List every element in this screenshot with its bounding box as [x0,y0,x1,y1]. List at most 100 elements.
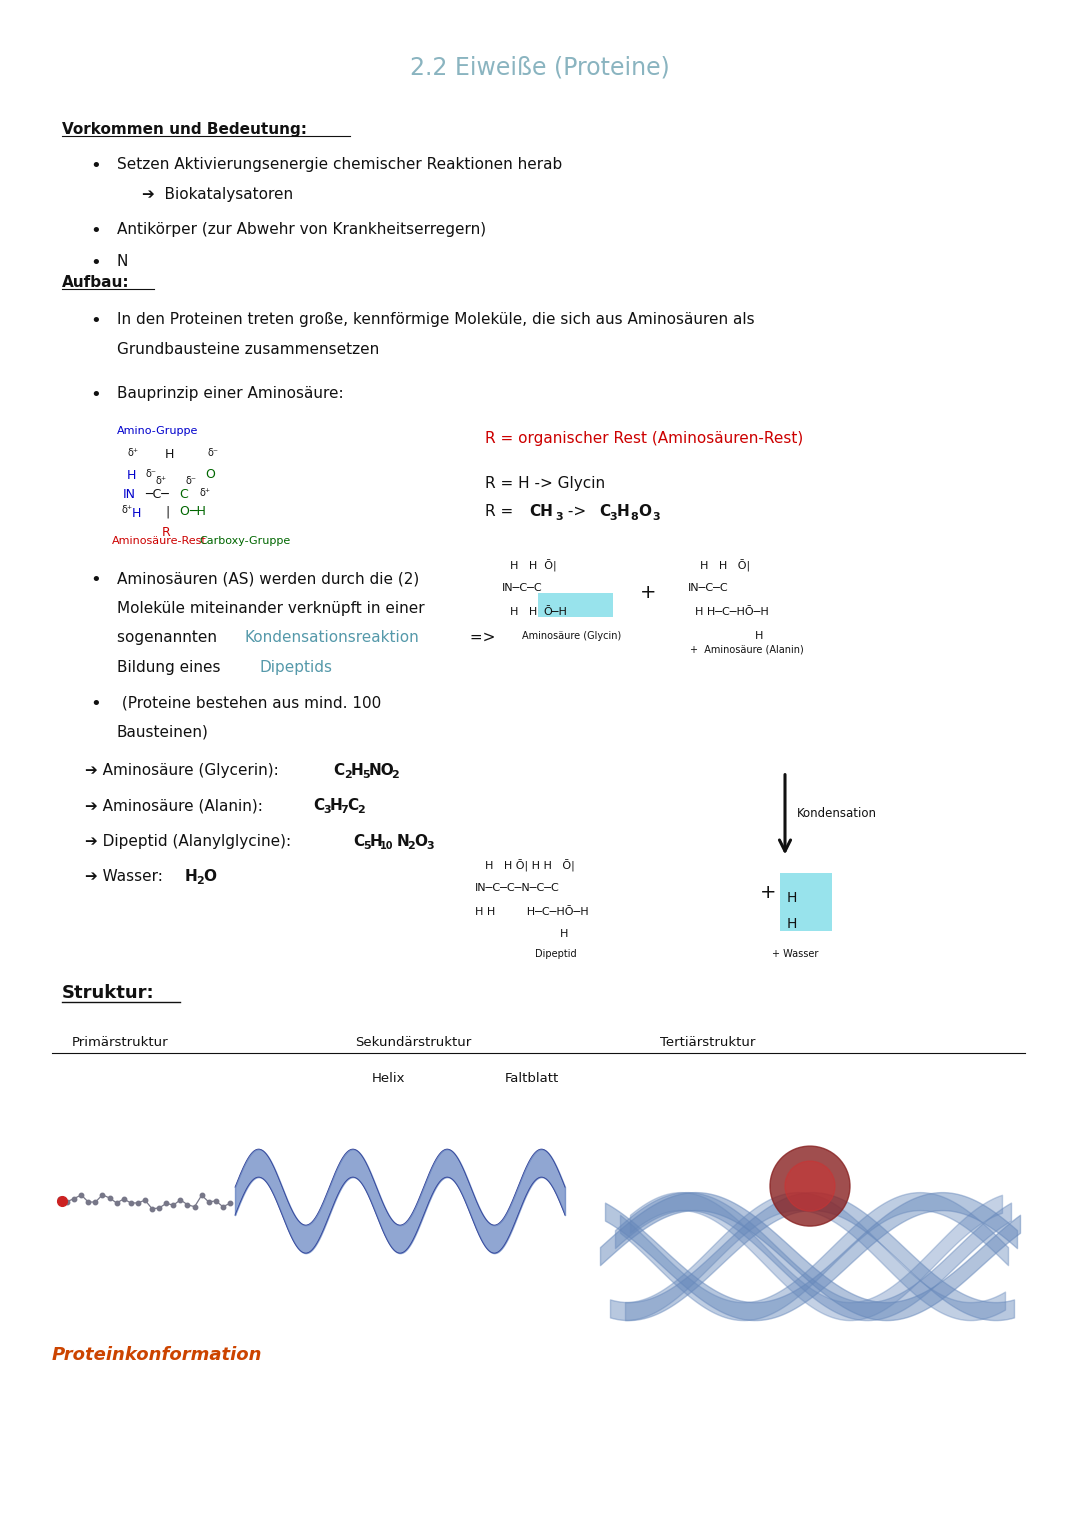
Text: •: • [90,387,100,403]
Text: ➔ Dipeptid (Alanylglycine):: ➔ Dipeptid (Alanylglycine): [85,834,296,848]
Text: ➔ Wasser:: ➔ Wasser: [85,869,167,885]
Text: Primärstruktur: Primärstruktur [72,1036,168,1050]
Text: (Proteine bestehen aus mind. 100: (Proteine bestehen aus mind. 100 [117,695,381,711]
Text: ─H: ─H [189,506,206,518]
Text: •: • [90,695,100,714]
Text: O: O [205,468,215,481]
Text: Carboxy-Gruppe: Carboxy-Gruppe [199,536,291,545]
Text: H: H [330,798,342,813]
Text: Grundbausteine zusammensetzen: Grundbausteine zusammensetzen [117,342,379,358]
Text: 2: 2 [195,876,204,886]
Text: H   H: H H [510,607,537,617]
Text: ->: -> [563,504,591,520]
Text: + Wasser: + Wasser [772,949,819,960]
Text: +: + [760,883,777,902]
Text: 2: 2 [357,805,365,816]
Text: •: • [90,571,100,590]
Text: Sekundärstruktur: Sekundärstruktur [355,1036,471,1050]
Text: 3: 3 [426,840,434,851]
Text: ─C─: ─C─ [145,487,168,501]
Text: 3: 3 [323,805,330,816]
Text: ➔ Aminosäure (Glycerin):: ➔ Aminosäure (Glycerin): [85,762,284,778]
Text: Ō─H: Ō─H [543,607,567,617]
Text: =>: => [465,630,496,645]
Text: •: • [90,157,100,176]
Text: H: H [561,929,568,940]
Text: R =: R = [485,504,518,520]
Text: Proteinkonformation: Proteinkonformation [52,1346,262,1365]
Text: 3: 3 [555,512,563,523]
Text: N: N [117,254,129,269]
Text: Bausteinen): Bausteinen) [117,724,208,740]
Text: Amino-Gruppe: Amino-Gruppe [117,426,199,435]
Text: 2: 2 [407,840,415,851]
Text: Bildung eines: Bildung eines [117,660,226,675]
Text: sogenannten: sogenannten [117,630,221,645]
Text: Bauprinzip einer Aminosäure:: Bauprinzip einer Aminosäure: [117,387,343,402]
Bar [780,872,832,931]
Text: O: O [179,506,189,518]
Text: |: | [165,506,170,518]
Text: C: C [313,798,324,813]
Text: In den Proteinen treten große, kennförmige Moleküle, die sich aus Aminosäuren al: In den Proteinen treten große, kennförmi… [117,312,755,327]
Text: 5: 5 [363,840,370,851]
Text: Dipeptids: Dipeptids [260,660,333,675]
Text: ➔ Aminosäure (Alanin):: ➔ Aminosäure (Alanin): [85,798,268,813]
Text: H: H [755,631,764,642]
Text: H: H [787,891,797,905]
Text: C: C [179,487,188,501]
Text: Aminosäure (Glycin): Aminosäure (Glycin) [522,631,621,642]
Text: IN─C─C: IN─C─C [502,584,542,593]
Text: H: H [351,762,364,778]
Text: IN─C─C─N─C─C: IN─C─C─N─C─C [475,883,559,892]
Text: Aminosäuren (AS) werden durch die (2): Aminosäuren (AS) werden durch die (2) [117,571,419,587]
Text: 8: 8 [630,512,638,523]
Text: δ⁺: δ⁺ [121,506,132,515]
Text: •: • [90,254,100,272]
Text: H: H [165,448,174,461]
Text: Dipeptid: Dipeptid [535,949,577,960]
Text: Helix: Helix [372,1073,405,1085]
Text: H   H  Ō|: H H Ō| [510,559,556,571]
Text: 3: 3 [652,512,660,523]
Text: 2.2 Eiweiße (Proteine): 2.2 Eiweiße (Proteine) [410,55,670,79]
Text: δ⁺: δ⁺ [127,448,138,458]
Text: IN: IN [123,487,136,501]
Text: O: O [638,504,651,520]
Text: δ⁻: δ⁻ [146,469,157,480]
Text: R = organischer Rest (Aminosäuren-Rest): R = organischer Rest (Aminosäuren-Rest) [485,431,804,446]
Text: Faltblatt: Faltblatt [505,1073,559,1085]
Text: O: O [414,834,427,848]
Text: 10: 10 [380,840,393,851]
Text: IN─C─C: IN─C─C [688,584,729,593]
Text: Vorkommen und Bedeutung:: Vorkommen und Bedeutung: [62,122,307,138]
Text: 3: 3 [609,512,617,523]
Text: Aufbau:: Aufbau: [62,275,130,290]
Text: Moleküle miteinander verknüpft in einer: Moleküle miteinander verknüpft in einer [117,601,424,616]
Text: •: • [90,312,100,330]
Text: ➔  Biokatalysatoren: ➔ Biokatalysatoren [141,186,293,202]
Text: CH: CH [529,504,553,520]
Circle shape [770,1146,850,1225]
Text: R = H -> Glycin: R = H -> Glycin [485,477,605,490]
Text: H H         H─C─HŌ─H: H H H─C─HŌ─H [475,908,589,917]
Text: H: H [787,917,797,931]
Text: N: N [397,834,409,848]
Text: 2: 2 [391,770,399,779]
Text: NO: NO [369,762,395,778]
Text: 7: 7 [340,805,348,816]
Text: δ⁺: δ⁺ [156,477,166,486]
Circle shape [785,1161,835,1212]
Text: δ⁺: δ⁺ [199,487,211,498]
Text: H: H [617,504,630,520]
Text: H: H [132,507,141,520]
Text: Kondensationsreaktion: Kondensationsreaktion [244,630,419,645]
Text: R: R [162,526,171,539]
Text: Struktur:: Struktur: [62,984,154,1002]
Text: +  Aminosäure (Alanin): + Aminosäure (Alanin) [690,645,804,654]
Text: H   H Ō| H H   Ō|: H H Ō| H H Ō| [485,859,575,871]
Text: H: H [370,834,382,848]
Text: δ⁻: δ⁻ [185,477,195,486]
Text: O: O [203,869,216,885]
Text: Tertiärstruktur: Tertiärstruktur [660,1036,755,1050]
